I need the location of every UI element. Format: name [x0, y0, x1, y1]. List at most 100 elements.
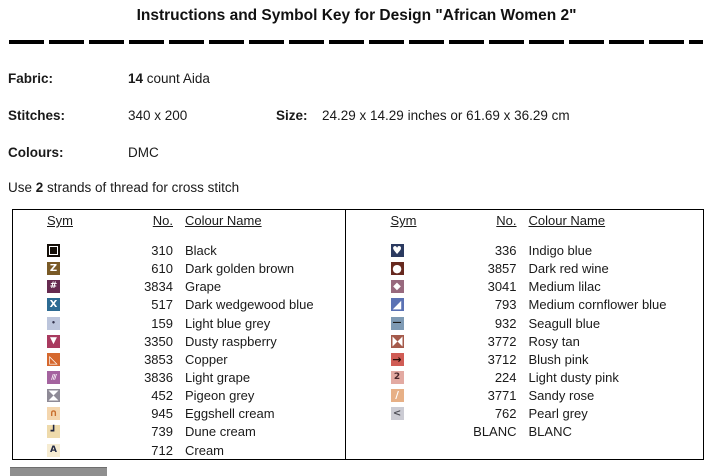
colour-name: BLANC [528, 424, 572, 440]
colour-name: Dark red wine [528, 261, 609, 277]
fabric-value: 14 count Aida [128, 71, 210, 86]
digit-2-icon: 2 [390, 370, 404, 384]
key-header: Sym No. Colour Name [13, 210, 345, 242]
thread-number: 3772 [487, 333, 517, 349]
key-row: 452 Pigeon grey [13, 387, 345, 405]
colour-name: Copper [185, 351, 228, 367]
thread-number: 945 [151, 406, 173, 422]
hash-icon: # [47, 280, 60, 294]
colour-name: Cream [185, 442, 225, 458]
key-row: 310 Black [13, 242, 345, 260]
symbol-key-table: Sym No. Colour Name 310 Black Z 610 Dark gol… [12, 209, 704, 460]
colour-name: Pigeon grey [185, 388, 255, 404]
blank-icon [390, 425, 404, 439]
key-row: ● 3857 Dark red wine [346, 260, 703, 278]
strands-note: Use 2 strands of thread for cross stitch [8, 180, 240, 195]
colour-name: Rosy tan [528, 333, 580, 349]
key-row: — 932 Seagull blue [346, 315, 703, 333]
slash-icon: / [390, 389, 404, 403]
colour-name: Light blue grey [185, 315, 271, 331]
thread-number: 224 [494, 369, 517, 385]
triangle-outline-icon: ◺ [47, 352, 60, 366]
thread-number: 3836 [144, 369, 173, 385]
circle-icon: ● [390, 262, 404, 276]
thread-number: BLANC [473, 424, 517, 440]
thread-number: 932 [494, 315, 517, 331]
letter-x-icon: X [47, 298, 60, 312]
key-row: ▼ 3350 Dusty raspberry [13, 333, 345, 351]
letter-a-icon: A [47, 443, 60, 457]
thread-number: 3834 [144, 279, 173, 295]
thread-number: 452 [151, 388, 173, 404]
thread-number: 610 [151, 261, 173, 277]
heart-icon: ♥ [390, 244, 404, 257]
key-row: ┛ 739 Dune cream [13, 423, 345, 441]
thread-number: 310 [151, 243, 173, 258]
key-header: Sym No. Colour Name [346, 210, 703, 242]
key-column-left: Sym No. Colour Name 310 Black Z 610 Dark gol… [13, 210, 345, 459]
colour-name: Medium lilac [528, 279, 601, 295]
less-than-icon: < [390, 407, 404, 421]
key-row: ∩ 945 Eggshell cream [13, 405, 345, 423]
hourglass-icon [47, 389, 60, 403]
colour-name: Eggshell cream [185, 406, 275, 422]
thread-number: 159 [151, 315, 173, 331]
key-row: 3772 Rosy tan [346, 333, 703, 351]
key-row: A 712 Cream [13, 442, 345, 460]
colour-name: Seagull blue [528, 315, 601, 331]
key-row: • 159 Light blue grey [13, 315, 345, 333]
key-column-right: Sym No. Colour Name ♥ 336 Indigo blue ● 3857… [344, 210, 703, 459]
thread-number: 517 [151, 297, 173, 313]
colour-name: Blush pink [528, 351, 589, 367]
key-row: BLANC BLANC [346, 423, 703, 441]
colour-name: Dark golden brown [185, 261, 295, 277]
key-row: → 3712 Blush pink [346, 351, 703, 369]
key-row: X 517 Dark wedgewood blue [13, 296, 345, 314]
stitches-value: 340 x 200 [128, 108, 188, 123]
key-row: ◆ 3041 Medium lilac [346, 278, 703, 296]
colour-name: Black [185, 243, 217, 258]
diamond-icon: ◆ [390, 280, 404, 294]
header-no: No. [496, 213, 517, 228]
dash-icon: — [390, 316, 404, 330]
header-sym: Sym [47, 213, 73, 228]
dot-icon: • [47, 316, 60, 330]
colour-name: Light dusty pink [528, 369, 619, 385]
arch-icon: ∩ [47, 407, 60, 421]
thread-number: 3857 [487, 261, 517, 277]
colour-name: Sandy rose [528, 388, 595, 404]
colour-name: Medium cornflower blue [528, 297, 667, 313]
thread-number: 793 [494, 297, 517, 313]
header-colour-name: Colour Name [528, 213, 606, 228]
colour-name: Light grape [185, 369, 251, 385]
key-row: ♥ 336 Indigo blue [346, 242, 703, 260]
thread-number: 336 [494, 243, 517, 258]
key-row: <762 Pearl grey [346, 405, 703, 423]
colour-name: Indigo blue [528, 243, 593, 258]
size-label: Size: [276, 108, 308, 123]
divider-rule [9, 40, 703, 44]
thread-number: 3350 [144, 333, 173, 349]
horizontal-scrollbar-thumb[interactable] [10, 467, 107, 476]
key-row: 2 224 Light dusty pink [346, 369, 703, 387]
key-row: / 3771 Sandy rose [346, 387, 703, 405]
colour-name: Dusty raspberry [185, 333, 277, 349]
thread-number: 3041 [487, 279, 517, 295]
corner-icon: ┛ [47, 425, 60, 439]
thread-number: 3853 [144, 351, 173, 367]
page-title: Instructions and Symbol Key for Design "… [136, 7, 577, 24]
fabric-label: Fabric: [8, 71, 54, 86]
key-row: #3834 Grape [13, 278, 345, 296]
arrow-right-icon: → [390, 352, 404, 366]
colours-value: DMC [128, 145, 159, 160]
colour-name: Dune cream [185, 424, 256, 440]
size-value: 24.29 x 14.29 inches or 61.69 x 36.29 cm [322, 108, 570, 123]
stitches-label: Stitches: [8, 108, 66, 123]
thread-number: 3712 [487, 351, 517, 367]
thread-number: 3771 [487, 388, 517, 404]
colour-name: Dark wedgewood blue [185, 297, 314, 313]
thread-number: 712 [151, 442, 173, 458]
triangle-lower-right-icon: ◢ [390, 298, 404, 312]
letter-z-icon: Z [47, 262, 60, 276]
header-colour-name: Colour Name [185, 213, 262, 228]
